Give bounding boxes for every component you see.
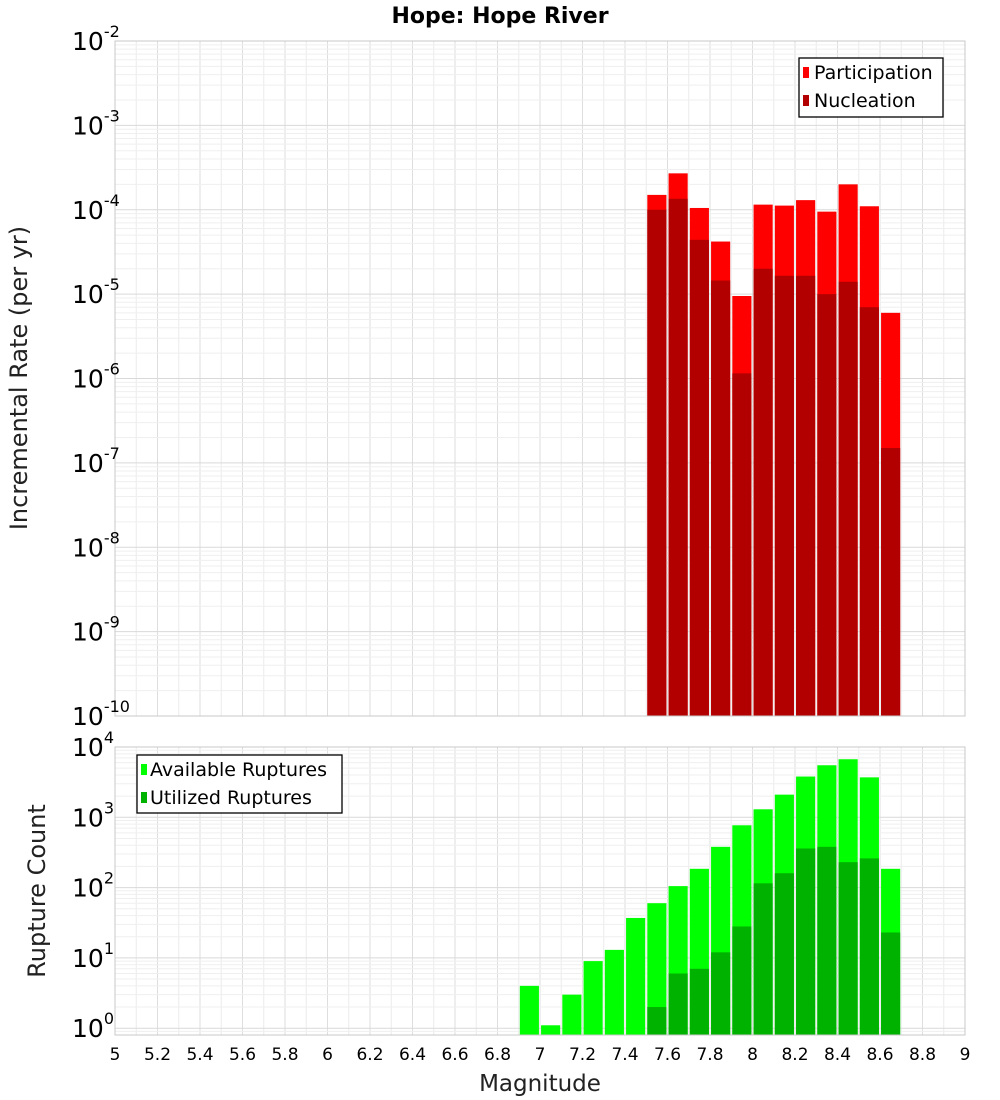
rate-y-tick-label: 10-3 [72,106,120,140]
count-panel: 100 101 102 103 104 5 5.2 5.4 5.6 5.8 6 6.2 6.4 6.6 6… [23,728,970,1097]
legend-label-participation: Participation [814,62,933,84]
count-bar-utilized-ruptures [647,1007,667,1035]
rate-bar-nucleation [817,294,837,716]
rate-y-tick-label: 10-2 [72,22,120,56]
legend-swatch-nucleation [803,95,809,106]
rate-legend: Participation Nucleation [798,57,944,118]
rate-bar-nucleation [753,268,773,716]
count-bar-utilized-ruptures [796,848,816,1035]
x-tick-label: 8.4 [824,1045,851,1065]
rate-y-tick-label: 10-7 [72,444,120,478]
x-tick-label: 7.6 [654,1045,681,1065]
legend-label-utilized: Utilized Ruptures [150,787,312,809]
x-tick-label: 8 [747,1045,758,1065]
count-y-ticks: 100 101 102 103 104 [72,728,114,1043]
x-tick-label: 9 [960,1045,971,1065]
x-tick-label: 6 [322,1045,333,1065]
x-tick-label: 6.2 [356,1045,383,1065]
count-bar-utilized-ruptures [774,873,794,1035]
count-y-tick-label: 104 [72,728,114,762]
rate-legend-box [798,57,944,118]
count-plot-border [114,746,966,1036]
legend-swatch-available [141,764,147,775]
count-bar-utilized-ruptures [838,862,858,1035]
x-tick-label: 7 [535,1045,546,1065]
rate-bar-nucleation [689,239,709,716]
count-bar-utilized-ruptures [668,973,688,1035]
rate-bar-nucleation [711,280,731,716]
count-y-axis-label: Rupture Count [23,804,51,978]
rate-bar-nucleation [647,209,667,716]
count-y-tick-label: 102 [72,869,114,903]
count-bar-available-ruptures [519,985,539,1035]
count-bar-available-ruptures [604,949,624,1035]
x-tick-label: 5 [110,1045,121,1065]
count-bar-utilized-ruptures [859,858,879,1035]
count-bar-utilized-ruptures [817,846,837,1035]
x-tick-label: 5.8 [271,1045,298,1065]
rate-bar-nucleation [668,198,688,717]
count-bar-available-ruptures [583,961,603,1035]
rate-bar-nucleation [774,275,794,716]
rate-bar-nucleation [732,373,752,716]
rate-y-tick-label: 10-8 [72,528,120,562]
x-tick-label: 8.2 [781,1045,808,1065]
count-bar-available-ruptures [562,994,582,1035]
legend-label-available: Available Ruptures [150,759,327,781]
legend-swatch-utilized [141,792,147,803]
x-tick-label: 7.4 [611,1045,638,1065]
rate-bar-nucleation [859,307,879,716]
count-bar-utilized-ruptures [689,968,709,1035]
legend-swatch-participation [803,67,809,78]
rate-bars [647,173,901,717]
rate-gridlines [114,40,966,717]
x-axis-label: Magnitude [479,1071,601,1097]
count-bar-utilized-ruptures [753,883,773,1035]
count-y-tick-label: 101 [72,939,114,973]
rate-plot-border [114,40,966,717]
rate-y-tick-label: 10-10 [72,697,130,731]
count-legend-box [136,754,343,814]
legend-label-nucleation: Nucleation [814,90,916,112]
count-legend: Available Ruptures Utilized Ruptures [136,754,343,814]
x-tick-label: 8.6 [866,1045,893,1065]
x-tick-label: 7.2 [569,1045,596,1065]
x-tick-label: 5.2 [144,1045,171,1065]
count-bar-utilized-ruptures [711,952,731,1035]
count-bar-utilized-ruptures [881,932,901,1035]
rate-y-ticks: 10-10 10-9 10-8 10-7 10-6 10-5 10-4 10-3 10-2 [72,22,130,731]
x-tick-label: 8.8 [909,1045,936,1065]
count-y-tick-label: 100 [72,1009,114,1043]
rate-bar-nucleation [796,275,816,716]
x-tick-label: 7.8 [696,1045,723,1065]
x-tick-label: 6.8 [484,1045,511,1065]
count-bar-available-ruptures [626,917,646,1035]
x-tick-label: 5.4 [186,1045,213,1065]
count-y-tick-label: 103 [72,798,114,832]
count-bar-utilized-ruptures [732,926,752,1035]
chart-title: Hope: Hope River [391,4,608,29]
x-tick-label: 5.6 [229,1045,256,1065]
rate-panel: 10-10 10-9 10-8 10-7 10-6 10-5 10-4 10-3 10-2 In… [5,22,966,731]
count-bar-available-ruptures [647,903,667,1035]
rate-bar-nucleation [838,281,858,716]
rate-y-tick-label: 10-4 [72,191,120,225]
rate-y-tick-label: 10-5 [72,275,120,309]
x-tick-label: 6.4 [399,1045,426,1065]
rate-bar-nucleation [881,448,901,716]
x-tick-label: 6.6 [441,1045,468,1065]
rate-y-tick-label: 10-6 [72,360,120,394]
count-bar-available-ruptures [541,1025,561,1035]
count-bars [519,759,901,1035]
rate-y-axis-label: Incremental Rate (per yr) [5,226,33,530]
rate-y-tick-label: 10-9 [72,613,120,647]
count-x-ticks: 5 5.2 5.4 5.6 5.8 6 6.2 6.4 6.6 6.8 7 7.2 7.4 7.6 7.8 8… [110,1045,971,1065]
